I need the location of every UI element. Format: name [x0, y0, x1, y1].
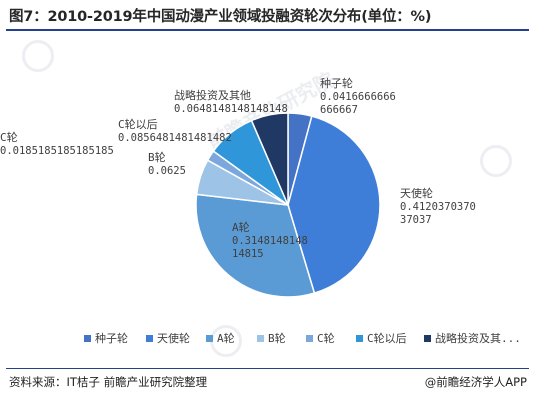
legend-swatch [257, 335, 264, 342]
data-label-value: 0.0856481481481482 [118, 132, 232, 144]
pie-slice [250, 112, 289, 206]
legend-item: A轮 [206, 331, 235, 345]
legend-label: B轮 [268, 331, 286, 345]
legend-swatch [84, 335, 91, 342]
legend-swatch [424, 335, 431, 342]
pie-slice [287, 115, 381, 295]
data-label-value: 0.0648148148148148 [174, 103, 288, 115]
legend-item: C轮 [306, 331, 335, 345]
legend-label: 天使轮 [157, 331, 190, 345]
pie-slice [195, 193, 316, 298]
data-label-category: C轮以后 [118, 117, 158, 131]
source-note: 资料来源：IT桔子 前瞻产业研究院整理 [9, 375, 208, 389]
legend-item: 天使轮 [146, 331, 190, 345]
legend-label: C轮 [317, 331, 335, 345]
title-divider [6, 29, 529, 31]
legend-label: A轮 [217, 331, 235, 345]
watermark-logo-icon [480, 145, 512, 177]
data-label-category: A轮 [232, 220, 250, 234]
legend-swatch [306, 335, 313, 342]
legend-item: C轮以后 [356, 331, 407, 345]
data-label-value: 0.3148148148 [232, 235, 308, 247]
data-label-category: 种子轮 [320, 76, 353, 90]
brand-note: @前瞻经济学人APP [424, 375, 527, 389]
legend-label: C轮以后 [367, 331, 407, 345]
legend-swatch [206, 335, 213, 342]
legend-item: 战略投资及其... [424, 331, 521, 345]
watermark-logo-icon [22, 40, 54, 72]
data-label-category: 天使轮 [400, 186, 433, 200]
chart-title: 图7：2010-2019年中国动漫产业领域投融资轮次分布(单位：%) [9, 9, 432, 25]
data-label: C轮0.0185185185185185 [0, 130, 114, 157]
footer-divider [6, 368, 529, 369]
data-label-value: 0.0625 [148, 165, 186, 177]
data-label-value: 0.0185185185185185 [0, 145, 114, 157]
legend-swatch [356, 335, 363, 342]
legend-swatch [146, 335, 153, 342]
data-label-value: 666667 [320, 104, 358, 116]
data-label-value: 0.0416666666 [320, 91, 396, 103]
data-label-value: 14815 [232, 248, 264, 260]
data-label-category: B轮 [148, 150, 166, 164]
legend-item: B轮 [257, 331, 286, 345]
data-label-category: C轮 [0, 130, 18, 144]
pie-chart-area: 种子轮 0.0416666666 666667 天使轮 0.4120370370 3703… [0, 31, 535, 369]
data-label: B轮0.0625 [148, 150, 186, 177]
legend-label: 种子轮 [95, 331, 128, 345]
data-label-category: 战略投资及其他 [174, 88, 251, 102]
legend-label: 战略投资及其... [435, 331, 521, 345]
legend-item: 种子轮 [84, 331, 128, 345]
pie-chart: 种子轮0.0416666666666667天使轮0.41203703703703… [0, 76, 521, 345]
data-label-value: 0.4120370370 [400, 201, 476, 213]
data-label-value: 37037 [400, 214, 432, 226]
